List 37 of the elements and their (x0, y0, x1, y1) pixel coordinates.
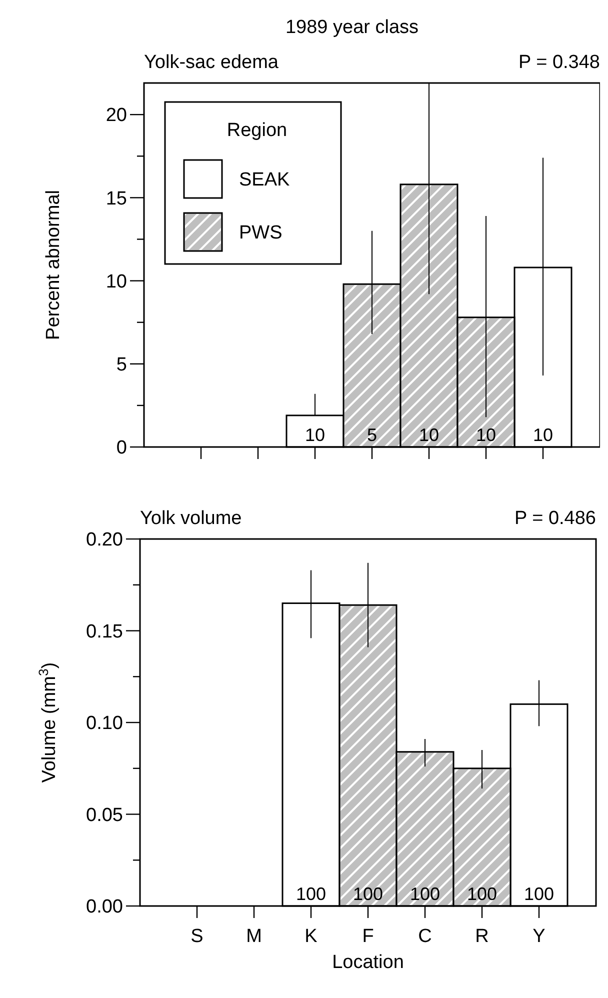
y-tick-label: 0.10 (86, 713, 123, 734)
annotation: 100 (524, 884, 554, 904)
legend-label: SEAK (239, 170, 290, 191)
text: P = 0.348 (518, 52, 600, 73)
chart-subtitle: Yolk-sac edema (144, 52, 279, 73)
x-axis-title: Location (332, 952, 404, 973)
annotation: 10 (476, 425, 496, 445)
y-tick-label: 0.15 (86, 621, 123, 642)
x-tick-label: K (304, 926, 318, 947)
annotation: 100 (296, 884, 326, 904)
y-tick-label: 0.05 (86, 804, 123, 826)
text: P = 0.486 (514, 508, 596, 529)
annotation: 100 (410, 884, 440, 904)
y-tick-label: 15 (106, 188, 127, 210)
chart-title: 1989 year class (285, 17, 419, 38)
y-tick-label: 0.20 (86, 530, 123, 551)
y-tick-label: 0.00 (86, 896, 123, 918)
annotation: 100 (466, 884, 498, 904)
x-tick-label: M (246, 926, 262, 947)
x-tick-label: C (418, 926, 432, 947)
y-tick-label: 10 (106, 271, 127, 292)
chart-subtitle: Yolk volume (140, 508, 242, 529)
y-tick-label: 0 (116, 438, 127, 459)
annotation: 10 (304, 425, 326, 445)
annotation: 10 (418, 425, 440, 445)
y-tick-label: 20 (106, 105, 127, 126)
legend-label: PWS (239, 222, 282, 244)
x-tick-label: S (190, 926, 204, 947)
x-tick-label: F (362, 926, 374, 947)
x-tick-label: Y (532, 926, 546, 947)
annotation: 100 (352, 884, 384, 904)
x-tick-label: R (475, 926, 489, 947)
legend-title: Region (226, 120, 288, 141)
annotation: 5 (366, 425, 378, 445)
y-tick-label: 5 (116, 354, 127, 376)
annotation: 10 (532, 425, 554, 445)
y-axis-title: Percent abnormal (43, 190, 64, 340)
